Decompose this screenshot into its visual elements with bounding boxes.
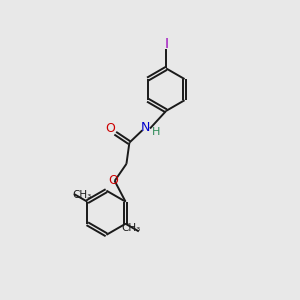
Text: CH₃: CH₃ bbox=[122, 223, 141, 233]
Text: O: O bbox=[105, 122, 115, 135]
Text: H: H bbox=[152, 127, 161, 137]
Text: CH₃: CH₃ bbox=[73, 190, 92, 200]
Text: N: N bbox=[141, 122, 150, 134]
Text: I: I bbox=[164, 37, 168, 51]
Text: O: O bbox=[109, 174, 118, 188]
